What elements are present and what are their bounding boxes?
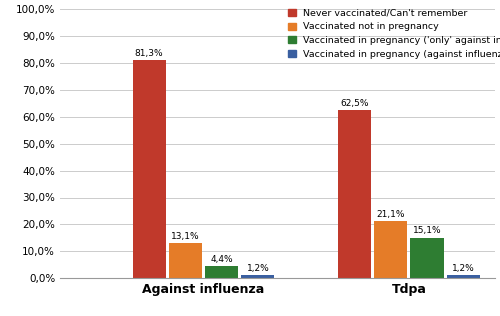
Bar	[169, 243, 202, 278]
Legend: Never vaccinated/Can't remember, Vaccinated not in pregnancy, Vaccinated in preg: Never vaccinated/Can't remember, Vaccina…	[286, 7, 500, 61]
Bar	[132, 60, 166, 278]
Text: 15,1%: 15,1%	[412, 226, 442, 235]
Text: 1,2%: 1,2%	[452, 264, 474, 273]
Text: 21,1%: 21,1%	[376, 210, 405, 219]
Bar	[338, 110, 371, 278]
Bar	[241, 275, 274, 278]
Text: 4,4%: 4,4%	[210, 255, 233, 264]
Text: 1,2%: 1,2%	[246, 264, 269, 273]
Text: 13,1%: 13,1%	[171, 232, 200, 241]
Bar	[446, 275, 480, 278]
Text: 62,5%: 62,5%	[340, 99, 369, 108]
Text: 81,3%: 81,3%	[135, 49, 164, 58]
Bar	[205, 266, 238, 278]
Bar	[410, 238, 444, 278]
Bar	[374, 222, 408, 278]
